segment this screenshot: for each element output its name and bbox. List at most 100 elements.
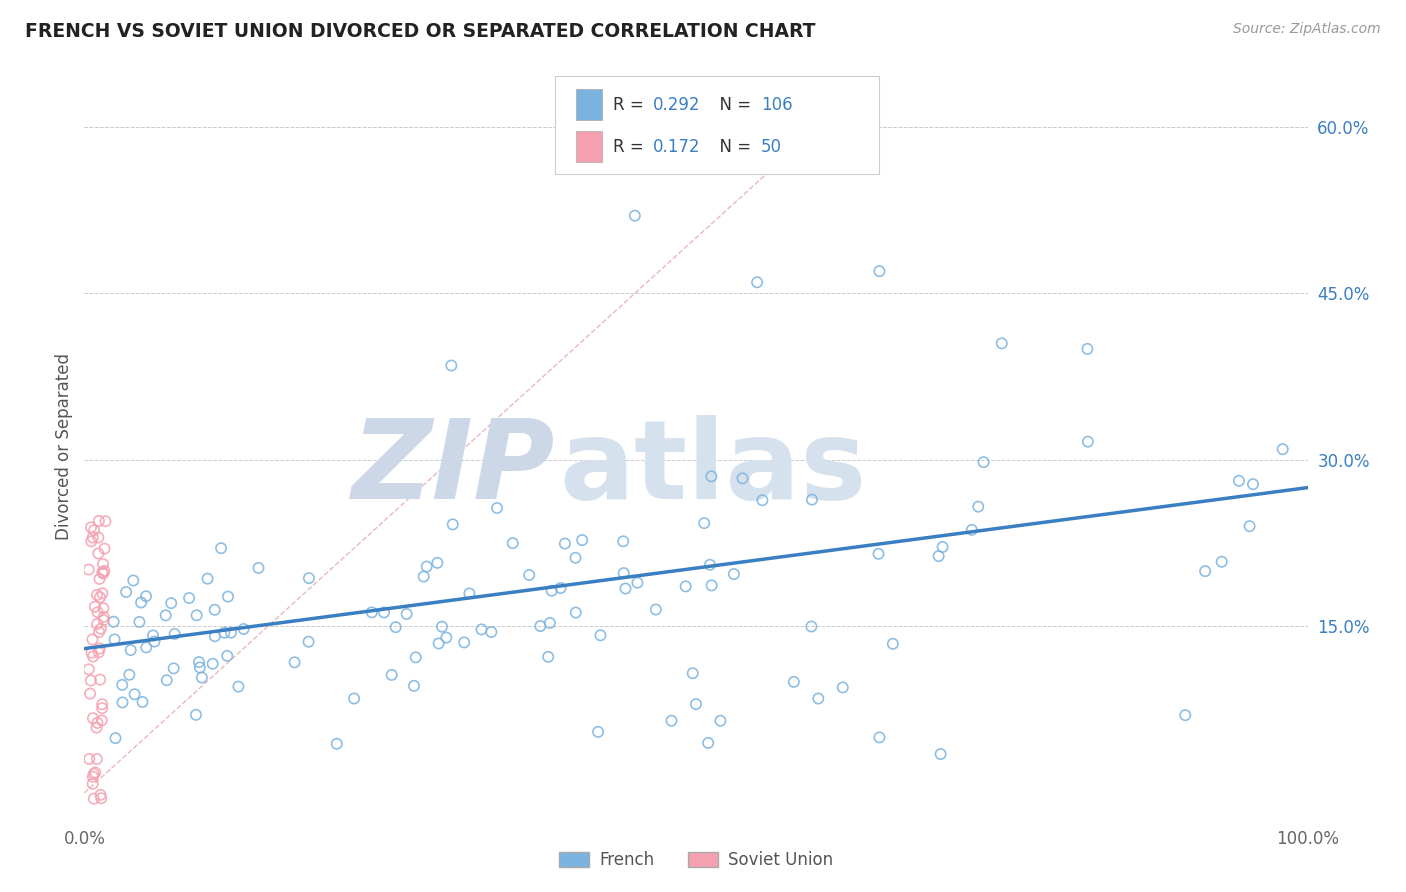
- Point: [80, 646, 103, 660]
- Point: [188, 655, 211, 669]
- Point: [441, 517, 464, 532]
- Point: [90, 791, 112, 805]
- Text: N =: N =: [709, 137, 756, 156]
- Point: [783, 674, 806, 689]
- Point: [83, 791, 105, 805]
- Point: [709, 714, 731, 728]
- Point: [612, 534, 634, 549]
- Point: [111, 695, 134, 709]
- Point: [931, 540, 953, 554]
- Point: [1239, 519, 1261, 533]
- Point: [160, 596, 183, 610]
- Text: FRENCH VS SOVIET UNION DIVORCED OR SEPARATED CORRELATION CHART: FRENCH VS SOVIET UNION DIVORCED OR SEPAR…: [25, 22, 815, 41]
- Point: [228, 680, 250, 694]
- Point: [343, 691, 366, 706]
- Point: [89, 591, 111, 605]
- Point: [163, 627, 186, 641]
- Point: [502, 536, 524, 550]
- Point: [458, 586, 481, 600]
- Text: 106: 106: [761, 95, 792, 114]
- Point: [82, 649, 104, 664]
- Point: [479, 625, 502, 640]
- Text: 0.292: 0.292: [652, 95, 700, 114]
- Point: [967, 500, 990, 514]
- Point: [80, 534, 103, 549]
- Point: [93, 541, 115, 556]
- Y-axis label: Divorced or Separated: Divorced or Separated: [55, 352, 73, 540]
- Point: [831, 681, 853, 695]
- Point: [297, 634, 319, 648]
- Text: R =: R =: [613, 95, 650, 114]
- Point: [89, 572, 111, 586]
- Point: [247, 561, 270, 575]
- Point: [91, 565, 114, 579]
- Point: [91, 557, 114, 571]
- Point: [1227, 474, 1250, 488]
- Text: 50: 50: [761, 137, 782, 156]
- Point: [163, 661, 186, 675]
- Point: [537, 649, 560, 664]
- Point: [697, 736, 720, 750]
- Point: [94, 514, 117, 528]
- Point: [115, 585, 138, 599]
- Point: [453, 635, 475, 649]
- Point: [1174, 708, 1197, 723]
- Point: [82, 711, 104, 725]
- Point: [84, 599, 107, 614]
- Point: [807, 691, 830, 706]
- Point: [928, 549, 950, 563]
- Text: atlas: atlas: [560, 415, 866, 522]
- Point: [118, 667, 141, 681]
- Point: [80, 520, 103, 534]
- Point: [135, 640, 157, 655]
- Point: [91, 566, 114, 581]
- Point: [564, 550, 586, 565]
- Point: [800, 619, 823, 633]
- Point: [86, 715, 108, 730]
- Point: [77, 662, 100, 676]
- Point: [800, 492, 823, 507]
- Point: [103, 615, 125, 629]
- Text: Source: ZipAtlas.com: Source: ZipAtlas.com: [1233, 22, 1381, 37]
- Point: [1077, 434, 1099, 449]
- Text: 0.172: 0.172: [652, 137, 700, 156]
- Point: [188, 660, 211, 674]
- Point: [682, 666, 704, 681]
- Point: [82, 632, 104, 647]
- Point: [209, 541, 232, 556]
- Legend: French, Soviet Union: French, Soviet Union: [553, 845, 839, 876]
- Point: [143, 634, 166, 648]
- Point: [1211, 555, 1233, 569]
- Point: [723, 567, 745, 582]
- Point: [111, 678, 134, 692]
- Point: [93, 564, 115, 578]
- Point: [395, 607, 418, 621]
- Point: [204, 629, 226, 643]
- Point: [232, 622, 254, 636]
- Point: [197, 572, 219, 586]
- Point: [298, 571, 321, 585]
- Point: [219, 625, 242, 640]
- Point: [191, 671, 214, 685]
- Point: [142, 628, 165, 642]
- Point: [685, 697, 707, 711]
- Point: [93, 610, 115, 624]
- Point: [614, 582, 637, 596]
- Point: [747, 275, 769, 289]
- Point: [186, 608, 208, 623]
- Point: [91, 586, 114, 600]
- Point: [427, 636, 450, 650]
- Point: [1271, 442, 1294, 457]
- Point: [613, 566, 636, 580]
- Point: [402, 679, 425, 693]
- Point: [129, 595, 152, 609]
- Point: [179, 591, 201, 605]
- Point: [104, 731, 127, 746]
- Point: [485, 500, 508, 515]
- Point: [184, 707, 207, 722]
- Point: [86, 617, 108, 632]
- Point: [381, 668, 404, 682]
- Point: [86, 752, 108, 766]
- Point: [77, 752, 100, 766]
- Point: [869, 731, 891, 745]
